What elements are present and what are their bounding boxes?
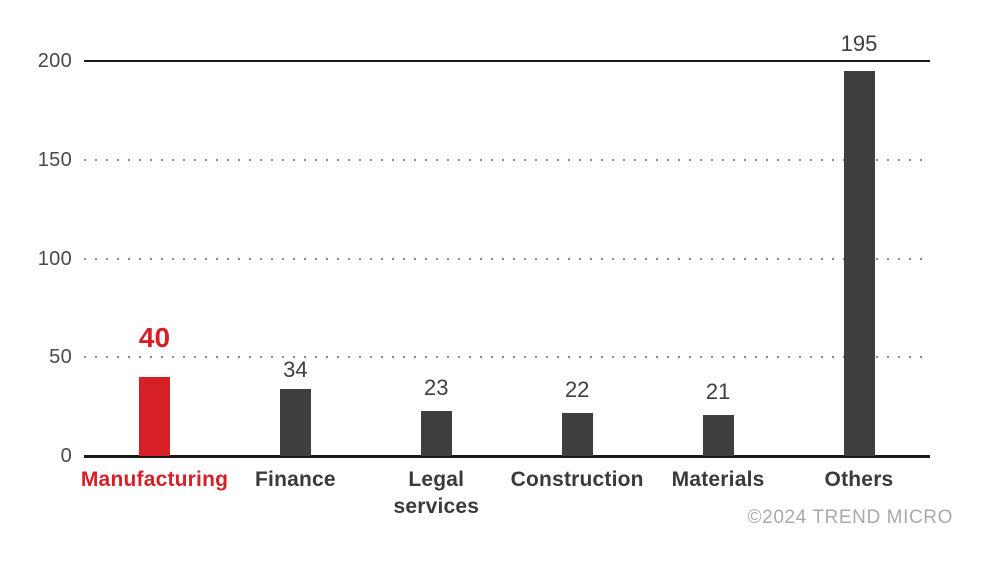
category-label-manufacturing: Manufacturing (80, 468, 229, 491)
value-label-manufacturing: 40 (138, 322, 171, 353)
bar-finance (279, 388, 311, 456)
category-label-construction: Construction (510, 468, 644, 491)
bar-materials (702, 414, 734, 456)
y-axis-tick-50: 50 (49, 346, 72, 369)
gridline-150 (84, 158, 930, 161)
y-axis-tick-0: 0 (60, 445, 72, 467)
gridline-50 (84, 356, 930, 359)
category-label-finance: Finance (255, 468, 336, 491)
value-label-construction: 22 (564, 376, 590, 402)
category-label-materials: Materials (671, 468, 765, 491)
value-label-finance: 34 (283, 356, 308, 382)
value-label-materials: 21 (705, 378, 731, 404)
bar-manufacturing (139, 377, 170, 456)
category-label-others: Others (824, 468, 894, 491)
copyright-text: ©2024 TREND MICRO (747, 507, 953, 528)
y-axis-tick-200: 200 (37, 50, 72, 72)
y-axis-tick-150: 150 (37, 148, 72, 171)
y-axis-tick-100: 100 (37, 247, 72, 270)
bar-construction (561, 412, 593, 456)
value-label-others: 195 (840, 30, 878, 56)
bar-others (843, 70, 875, 456)
value-label-legal-services: 23 (424, 374, 449, 400)
bar-legal-services (420, 410, 452, 456)
gridline-100 (84, 257, 930, 260)
category-label-legal-services: Legal services (393, 468, 480, 518)
gridline-200 (84, 60, 930, 62)
gridline-0 (84, 454, 930, 458)
